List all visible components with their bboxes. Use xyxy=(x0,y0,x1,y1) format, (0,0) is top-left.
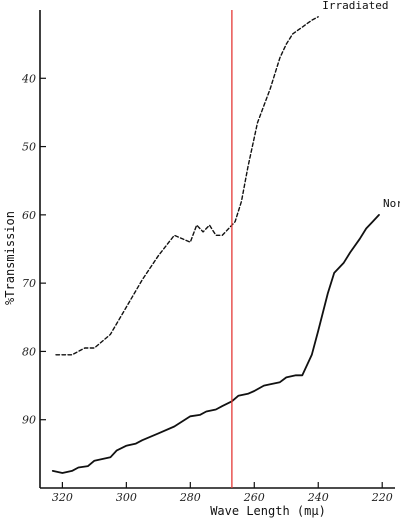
axes xyxy=(39,10,395,489)
y-tick-label: 60 xyxy=(22,209,36,222)
ticks: 40 50 60 70 80 90 320 300 280 260 240 220 xyxy=(21,72,393,504)
series-line-irradiated xyxy=(55,16,319,356)
x-axis-title: Wave Length (mμ) xyxy=(210,504,326,518)
y-tick-label: 40 xyxy=(21,72,36,85)
x-tick-label: 320 xyxy=(52,491,73,504)
y-axis-title: %Transmission xyxy=(3,211,17,305)
x-tick-label: 260 xyxy=(243,491,265,504)
x-tick-label: 280 xyxy=(179,491,201,504)
series-layer: Irradiated Normal xyxy=(51,0,400,474)
series-label-normal: Normal xyxy=(383,197,400,210)
series-line-normal xyxy=(51,213,380,474)
x-tick-label: 220 xyxy=(371,491,393,504)
y-tick-label: 90 xyxy=(22,414,36,427)
y-tick-label: 70 xyxy=(22,277,36,290)
x-tick-label: 300 xyxy=(116,491,137,504)
series-label-irradiated: Irradiated xyxy=(322,0,388,12)
y-tick-label: 50 xyxy=(22,141,36,154)
x-tick-label: 240 xyxy=(307,491,329,504)
y-tick-label: 80 xyxy=(22,345,36,358)
